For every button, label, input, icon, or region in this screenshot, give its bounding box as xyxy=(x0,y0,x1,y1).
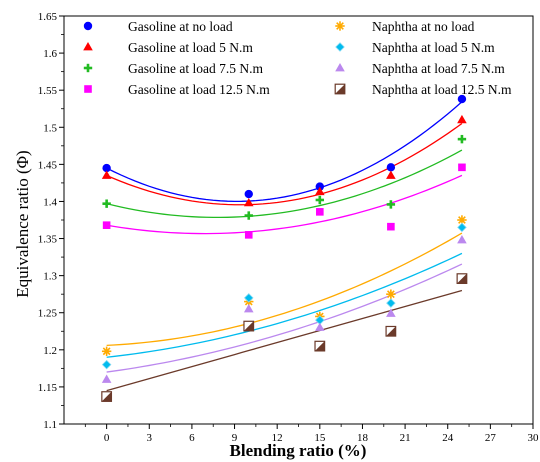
y-tick-label: 1.35 xyxy=(38,234,58,246)
data-point xyxy=(243,197,254,207)
y-tick-label: 1.4 xyxy=(43,196,57,208)
data-point xyxy=(316,208,324,216)
data-point xyxy=(387,222,395,231)
legend-marker xyxy=(334,83,346,95)
data-point xyxy=(243,320,255,332)
data-point xyxy=(102,221,111,229)
x-tick-label: 6 xyxy=(189,432,195,444)
y-tick-label: 1.15 xyxy=(38,382,58,394)
x-axis-title: Blending ratio (%) xyxy=(230,441,367,460)
legend-marker xyxy=(84,85,92,93)
y-tick-label: 1.5 xyxy=(43,122,57,134)
data-point xyxy=(386,170,396,179)
x-tick-label: 0 xyxy=(104,432,110,444)
legend-label: Naphtha at load 12.5 N.m xyxy=(372,82,512,97)
fit-curve xyxy=(106,101,463,203)
y-tick-label: 1.45 xyxy=(38,159,58,171)
data-point xyxy=(456,273,468,285)
data-point xyxy=(243,293,254,303)
x-tick-label: 9 xyxy=(232,432,238,444)
data-point xyxy=(243,304,254,313)
y-tick-label: 1.1 xyxy=(43,419,57,431)
fit-curve xyxy=(106,174,463,235)
data-point xyxy=(458,163,466,172)
data-point xyxy=(315,186,325,196)
data-point xyxy=(457,215,467,225)
y-tick-label: 1.2 xyxy=(43,345,57,357)
legend-label: Naphtha at load 5 N.m xyxy=(372,40,495,55)
data-point xyxy=(101,391,113,402)
fit-curve xyxy=(106,149,463,219)
x-tick-label: 15 xyxy=(314,432,326,444)
data-point xyxy=(315,182,325,191)
data-markers xyxy=(101,94,468,402)
data-point xyxy=(101,346,112,357)
legend-marker xyxy=(83,21,93,31)
y-tick-label: 1.3 xyxy=(43,271,57,283)
data-point xyxy=(244,189,253,199)
legend-marker xyxy=(83,63,93,73)
fit-curve xyxy=(106,252,463,358)
data-point xyxy=(101,359,112,370)
y-tick-label: 1.25 xyxy=(38,308,58,320)
data-point xyxy=(457,235,467,244)
legend-label: Gasoline at load 5 N.m xyxy=(128,40,253,55)
legend: Gasoline at no load Gasoline at load 5 N.… xyxy=(83,19,512,97)
data-point xyxy=(102,163,111,173)
legend-label: Naphtha at no load xyxy=(372,19,475,34)
legend-label: Gasoline at load 12.5 N.m xyxy=(128,82,270,97)
x-tick-label: 18 xyxy=(357,432,369,444)
legend-label: Gasoline at no load xyxy=(128,19,233,34)
fit-curve xyxy=(106,289,463,392)
data-point xyxy=(244,211,253,220)
y-tick-label: 1.65 xyxy=(38,11,58,23)
data-point xyxy=(457,134,467,144)
data-point xyxy=(244,231,253,239)
data-point xyxy=(457,114,467,124)
x-tick-label: 24 xyxy=(442,432,454,444)
fit-curve xyxy=(106,263,463,373)
data-point xyxy=(315,322,325,331)
axis-ticks: 0 3 6 9 12 15 18 21 24 27 30 1.1 1.15 1.2 1.25 1.3 1.35 1… xyxy=(38,11,539,444)
legend-label: Naphtha at load 7.5 N.m xyxy=(372,61,505,76)
x-tick-label: 27 xyxy=(485,432,497,444)
data-point xyxy=(457,94,467,104)
data-point xyxy=(457,222,467,233)
x-tick-label: 30 xyxy=(528,432,540,444)
x-tick-label: 3 xyxy=(147,432,153,444)
legend-label: Gasoline at load 7.5 N.m xyxy=(128,61,263,76)
data-point xyxy=(386,308,396,317)
x-tick-label: 21 xyxy=(400,432,411,444)
data-point xyxy=(102,199,111,208)
data-point xyxy=(315,195,325,205)
data-point xyxy=(101,374,112,383)
data-point xyxy=(386,289,396,299)
data-point xyxy=(386,298,396,308)
legend-marker xyxy=(335,21,345,31)
x-tick-label: 12 xyxy=(272,432,283,444)
legend-marker xyxy=(83,42,93,51)
y-tick-label: 1.6 xyxy=(43,48,57,60)
fit-curve xyxy=(106,122,463,206)
legend-marker xyxy=(335,63,345,72)
y-tick-label: 1.55 xyxy=(38,85,58,97)
data-point xyxy=(386,163,396,172)
data-point xyxy=(386,200,396,209)
fit-curve xyxy=(106,232,463,347)
fit-curves xyxy=(106,101,463,392)
legend-marker xyxy=(335,42,345,52)
y-axis-title: Equivalence ratio (Φ) xyxy=(13,150,32,297)
data-point xyxy=(101,170,112,179)
data-point xyxy=(314,340,326,352)
data-point xyxy=(385,325,397,337)
